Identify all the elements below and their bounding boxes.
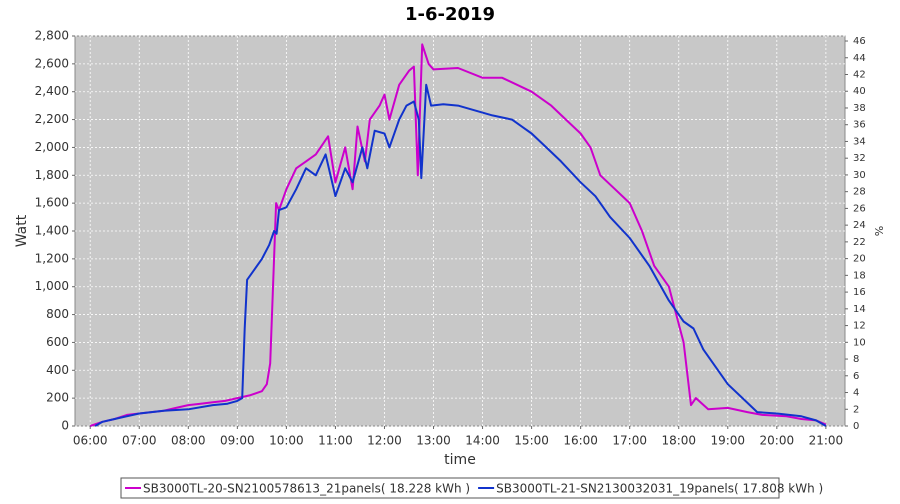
x-tick-label: 20:00 (760, 434, 795, 448)
y-tick-label: 1,400 (35, 224, 69, 238)
x-tick-label: 08:00 (171, 434, 206, 448)
y-tick-label: 1,600 (35, 196, 69, 210)
x-tick-label: 11:00 (318, 434, 353, 448)
y-tick-label: 1,000 (35, 279, 69, 293)
y-tick-label: 2,600 (35, 56, 69, 70)
legend-label: SB3000TL-20-SN2100578613_21panels( 18.22… (143, 482, 470, 496)
y-tick-label: 600 (46, 335, 69, 349)
y2-tick-label: 22 (853, 237, 866, 248)
y-tick-label: 1,800 (35, 168, 69, 182)
y-tick-label: 2,400 (35, 84, 69, 98)
y-tick-label: 2,800 (35, 29, 69, 43)
y-tick-label: 400 (46, 363, 69, 377)
y2-tick-label: 10 (853, 337, 866, 348)
y-axis-label: Watt (14, 214, 30, 247)
y2-tick-label: 24 (853, 220, 866, 231)
x-tick-label: 07:00 (122, 434, 157, 448)
x-tick-label: 14:00 (465, 434, 500, 448)
y2-axis-label: % (873, 226, 886, 236)
y2-tick-label: 30 (853, 170, 866, 181)
x-tick-label: 09:00 (220, 434, 255, 448)
y2-tick-label: 16 (853, 287, 866, 298)
x-tick-label: 17:00 (612, 434, 647, 448)
x-tick-label: 19:00 (710, 434, 745, 448)
y2-tick-label: 28 (853, 187, 866, 198)
y-tick-label: 2,000 (35, 140, 69, 154)
y-tick-label: 800 (46, 307, 69, 321)
y2-tick-label: 36 (853, 120, 866, 131)
series-line (89, 43, 827, 427)
legend (120, 477, 780, 499)
y2-tick-label: 34 (853, 136, 866, 147)
y-tick-label: 1,200 (35, 251, 69, 265)
series-line (94, 83, 827, 427)
y2-tick-label: 12 (853, 321, 866, 332)
y2-tick-label: 14 (853, 304, 866, 315)
y2-tick-label: 46 (853, 36, 866, 47)
y-tick-label: 200 (46, 391, 69, 405)
y2-tick-label: 38 (853, 103, 866, 114)
x-tick-label: 15:00 (514, 434, 549, 448)
y2-tick-label: 26 (853, 203, 866, 214)
legend-label: SB3000TL-21-SN2130032031_19panels( 17.80… (496, 482, 823, 496)
y2-tick-label: 42 (853, 69, 866, 80)
chart-title: 1-6-2019 (405, 4, 495, 25)
y2-tick-label: 20 (853, 254, 866, 265)
x-tick-label: 16:00 (563, 434, 598, 448)
x-tick-label: 10:00 (269, 434, 304, 448)
y-tick-label: 0 (61, 419, 69, 433)
x-tick-label: 13:00 (416, 434, 451, 448)
y2-tick-label: 6 (853, 371, 859, 382)
y2-tick-label: 0 (853, 421, 859, 432)
x-axis-label: time (444, 452, 476, 468)
x-tick-label: 18:00 (661, 434, 696, 448)
y2-tick-label: 44 (853, 53, 866, 64)
y-tick-label: 2,200 (35, 112, 69, 126)
y2-tick-label: 40 (853, 86, 866, 97)
x-tick-label: 06:00 (73, 434, 108, 448)
y2-tick-label: 32 (853, 153, 866, 164)
y2-tick-label: 8 (853, 354, 859, 365)
y2-tick-label: 2 (853, 404, 859, 415)
x-tick-label: 21:00 (809, 434, 844, 448)
y2-tick-label: 18 (853, 270, 866, 281)
x-tick-label: 12:00 (367, 434, 402, 448)
y2-tick-label: 4 (853, 388, 859, 399)
